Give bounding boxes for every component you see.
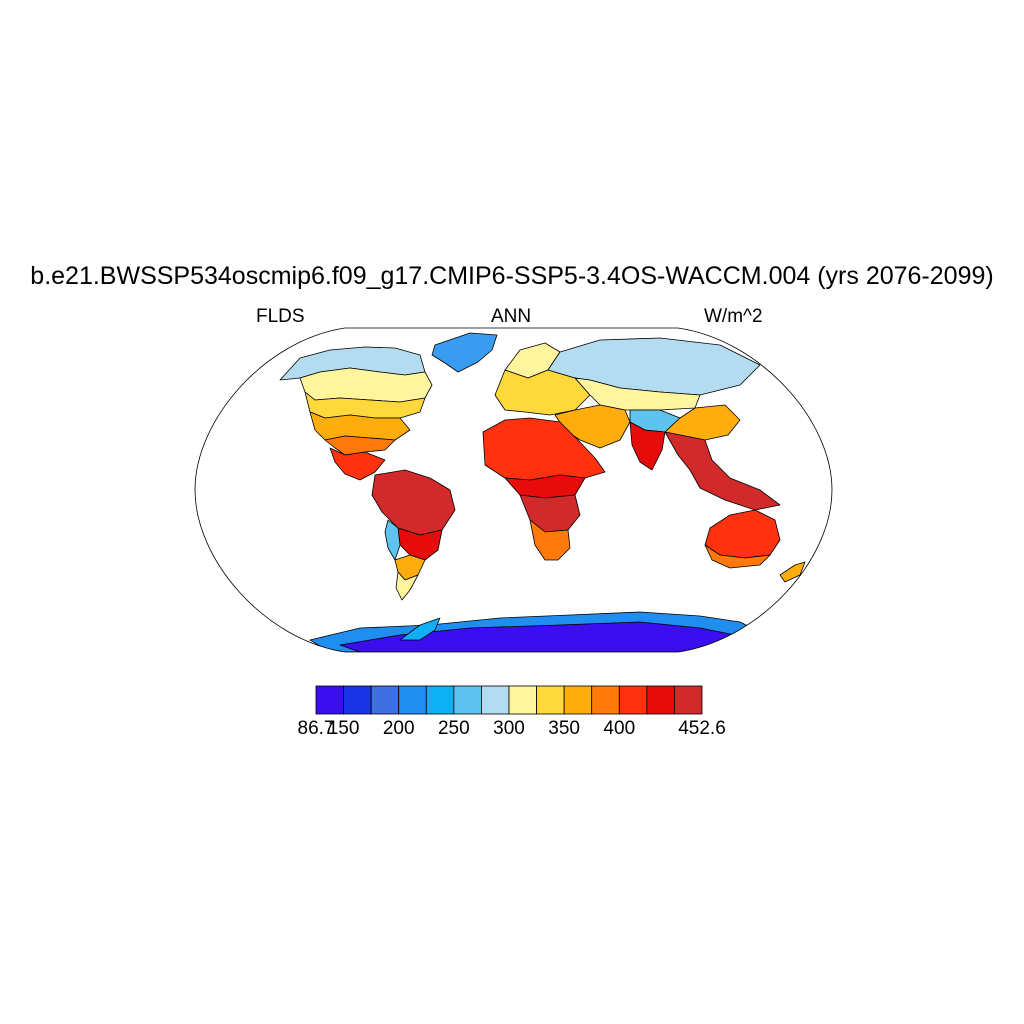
region-brazil-south: [397, 527, 443, 561]
colorbar-swatch: [370, 685, 400, 715]
colorbar-tick-label: 86.7: [297, 718, 335, 739]
region-india: [629, 421, 666, 471]
colorbar-swatch: [343, 685, 372, 715]
colorbar-swatch: [618, 685, 648, 715]
colorbar-tick-label: 350: [548, 718, 580, 739]
colorbar-swatch: [508, 685, 537, 715]
colorbar-tick-label: 200: [382, 718, 415, 739]
colorbar-tick-label: 150: [327, 718, 360, 739]
colorbar-tick-label: 300: [493, 718, 525, 739]
colorbar-swatch: [674, 685, 703, 715]
colorbar-swatch: [453, 685, 482, 715]
colorbar: [315, 685, 703, 715]
colorbar-swatch: [591, 685, 620, 715]
region-antarctica: [339, 621, 741, 652]
colorbar-swatch: [563, 685, 593, 715]
colorbar-swatch: [425, 685, 455, 715]
region-antarctic-peninsula: [399, 617, 441, 641]
colorbar-tick-label: 400: [603, 718, 636, 739]
region-south-africa: [529, 519, 571, 561]
region-usa-south: [309, 411, 411, 441]
region-nz: [779, 561, 806, 583]
region-mexico: [329, 447, 386, 481]
region-patagonia: [395, 571, 419, 601]
region-se-asia: [664, 431, 781, 511]
season-label: ANN: [491, 306, 532, 327]
variable-label: FLDS: [256, 306, 305, 327]
colorbar-tick-label: 250: [437, 718, 470, 739]
colorbar-swatch: [646, 685, 675, 715]
region-florida-gulf: [324, 435, 396, 456]
map-border: [194, 327, 833, 653]
region-amazon: [371, 469, 456, 536]
region-greenland: [431, 332, 498, 373]
region-australia: [704, 509, 781, 559]
region-australia-south: [704, 544, 771, 569]
colorbar-swatch: [315, 685, 344, 715]
colorbar-tick-label: 452.6: [678, 718, 726, 739]
colorbar-swatch: [398, 685, 427, 715]
region-central-africa: [519, 494, 581, 533]
colorbar-swatch: [536, 685, 565, 715]
plot-title: b.e21.BWSSP534oscmip6.f09_g17.CMIP6-SSP5…: [30, 262, 994, 290]
colorbar-swatch: [481, 685, 510, 715]
units-label: W/m^2: [704, 306, 763, 327]
